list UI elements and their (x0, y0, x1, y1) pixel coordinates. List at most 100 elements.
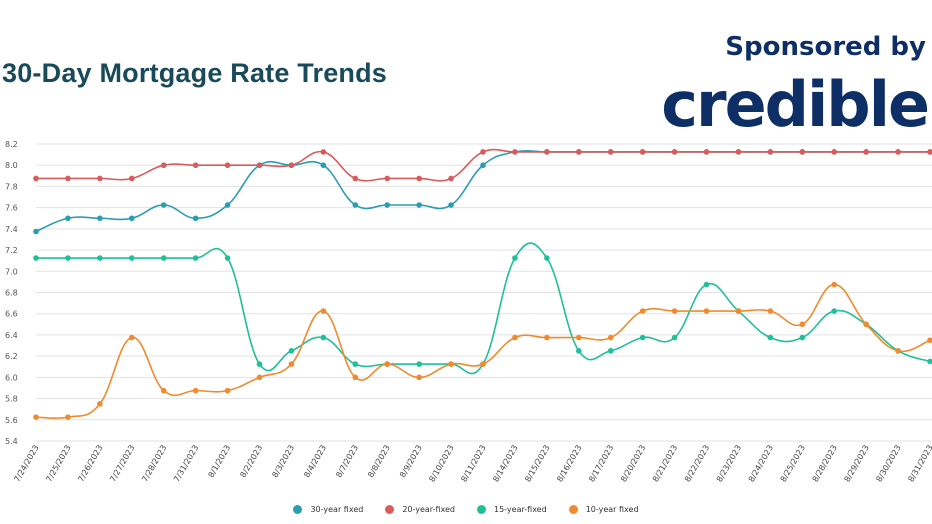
data-point (575, 149, 582, 155)
data-point (512, 255, 518, 261)
series-30-year-fixed (33, 149, 932, 235)
data-point (352, 202, 359, 208)
series-10-year-fixed (33, 281, 932, 420)
data-point (512, 334, 518, 341)
data-point (256, 361, 263, 367)
x-tick-label: 8/25/2023 (779, 444, 807, 484)
data-point (735, 149, 742, 155)
data-point (767, 149, 774, 155)
x-tick-label: 8/29/2023 (843, 444, 871, 484)
y-tick-label: 8.0 (5, 161, 18, 170)
x-tick-label: 8/9/2023 (398, 444, 424, 480)
data-point (224, 202, 231, 208)
data-point (895, 149, 901, 155)
chart-title: 30-Day Mortgage Rate Trends (2, 58, 388, 88)
y-tick-label: 6.4 (5, 331, 18, 340)
data-point (97, 175, 103, 182)
data-point (480, 149, 486, 155)
data-point (895, 348, 901, 354)
data-point (799, 321, 806, 328)
data-point (863, 321, 869, 328)
data-point (575, 334, 582, 341)
series-20-year-fixed (33, 148, 932, 182)
y-tick-label: 7.8 (5, 182, 18, 191)
data-point (128, 215, 135, 222)
data-point (416, 374, 422, 381)
data-point (767, 334, 774, 341)
x-tick-label: 8/1/2023 (207, 444, 233, 480)
legend-label: 10-year fixed (585, 505, 639, 514)
legend-marker (385, 505, 395, 514)
data-point (352, 175, 359, 182)
data-point (416, 361, 422, 367)
x-tick-label: 8/14/2023 (491, 444, 519, 484)
data-point (416, 202, 422, 208)
data-point (320, 308, 327, 314)
data-point (831, 149, 838, 155)
data-point (671, 308, 678, 314)
data-point (544, 255, 550, 261)
data-point (927, 149, 932, 155)
sponsor-text: Sponsored by (725, 32, 926, 62)
x-tick-label: 8/21/2023 (651, 444, 679, 484)
data-point (831, 281, 838, 288)
data-point (671, 149, 678, 155)
legend-marker (568, 505, 578, 514)
data-point (671, 334, 678, 341)
x-tick-label: 8/28/2023 (811, 444, 839, 484)
data-point (320, 149, 327, 155)
x-tick-label: 7/31/2023 (172, 444, 200, 484)
data-point (639, 149, 646, 155)
data-point (320, 334, 327, 341)
y-tick-label: 5.8 (5, 395, 18, 404)
data-point (607, 149, 614, 155)
data-point (160, 202, 167, 208)
data-point (288, 162, 295, 169)
x-tick-label: 8/15/2023 (523, 444, 551, 484)
data-point (192, 387, 199, 394)
data-point (448, 202, 454, 208)
series-15-year-fixed (33, 242, 932, 375)
data-point (544, 149, 550, 155)
y-tick-label: 7.6 (5, 204, 18, 213)
data-point (927, 337, 932, 344)
data-point (65, 215, 71, 222)
x-tick-label: 8/31/2023 (906, 444, 932, 484)
chart-grid (36, 143, 932, 442)
data-point (65, 255, 71, 261)
data-point (256, 374, 263, 381)
data-point (97, 401, 103, 407)
y-axis-ticks: 8.2 8.0 7.8 7.6 7.4 7.2 7.0 6.8 6.6 6.4 6.2 6.0 5.8 5… (5, 140, 18, 446)
y-tick-label: 7.4 (5, 225, 18, 234)
y-tick-label: 5.6 (5, 416, 18, 425)
data-point (512, 149, 518, 155)
data-point (831, 308, 838, 314)
y-tick-label: 6.6 (5, 310, 18, 319)
data-point (352, 361, 359, 367)
x-tick-label: 8/3/2023 (270, 444, 296, 480)
legend-marker (477, 505, 486, 514)
data-point (224, 162, 231, 169)
legend-label: 20-year-fixed (402, 505, 455, 514)
data-point (320, 162, 327, 169)
data-point (128, 175, 135, 182)
x-tick-label: 8/17/2023 (587, 444, 615, 484)
data-point (352, 374, 359, 381)
x-tick-label: 7/27/2023 (108, 444, 136, 484)
x-tick-label: 7/28/2023 (140, 444, 168, 484)
data-point (97, 215, 103, 222)
data-point (799, 149, 806, 155)
legend-label: 15-year-fixed (494, 505, 547, 514)
x-tick-label: 8/22/2023 (683, 444, 711, 484)
legend-label: 30-year fixed (310, 505, 364, 514)
credible-logo: credible (661, 68, 930, 141)
data-point (33, 175, 39, 182)
y-tick-label: 6.2 (5, 352, 18, 361)
data-point (192, 255, 199, 261)
data-point (575, 348, 582, 354)
chart-series (33, 148, 932, 420)
y-tick-label: 8.2 (5, 140, 18, 149)
y-tick-label: 6.0 (5, 373, 18, 382)
data-point (33, 414, 39, 420)
